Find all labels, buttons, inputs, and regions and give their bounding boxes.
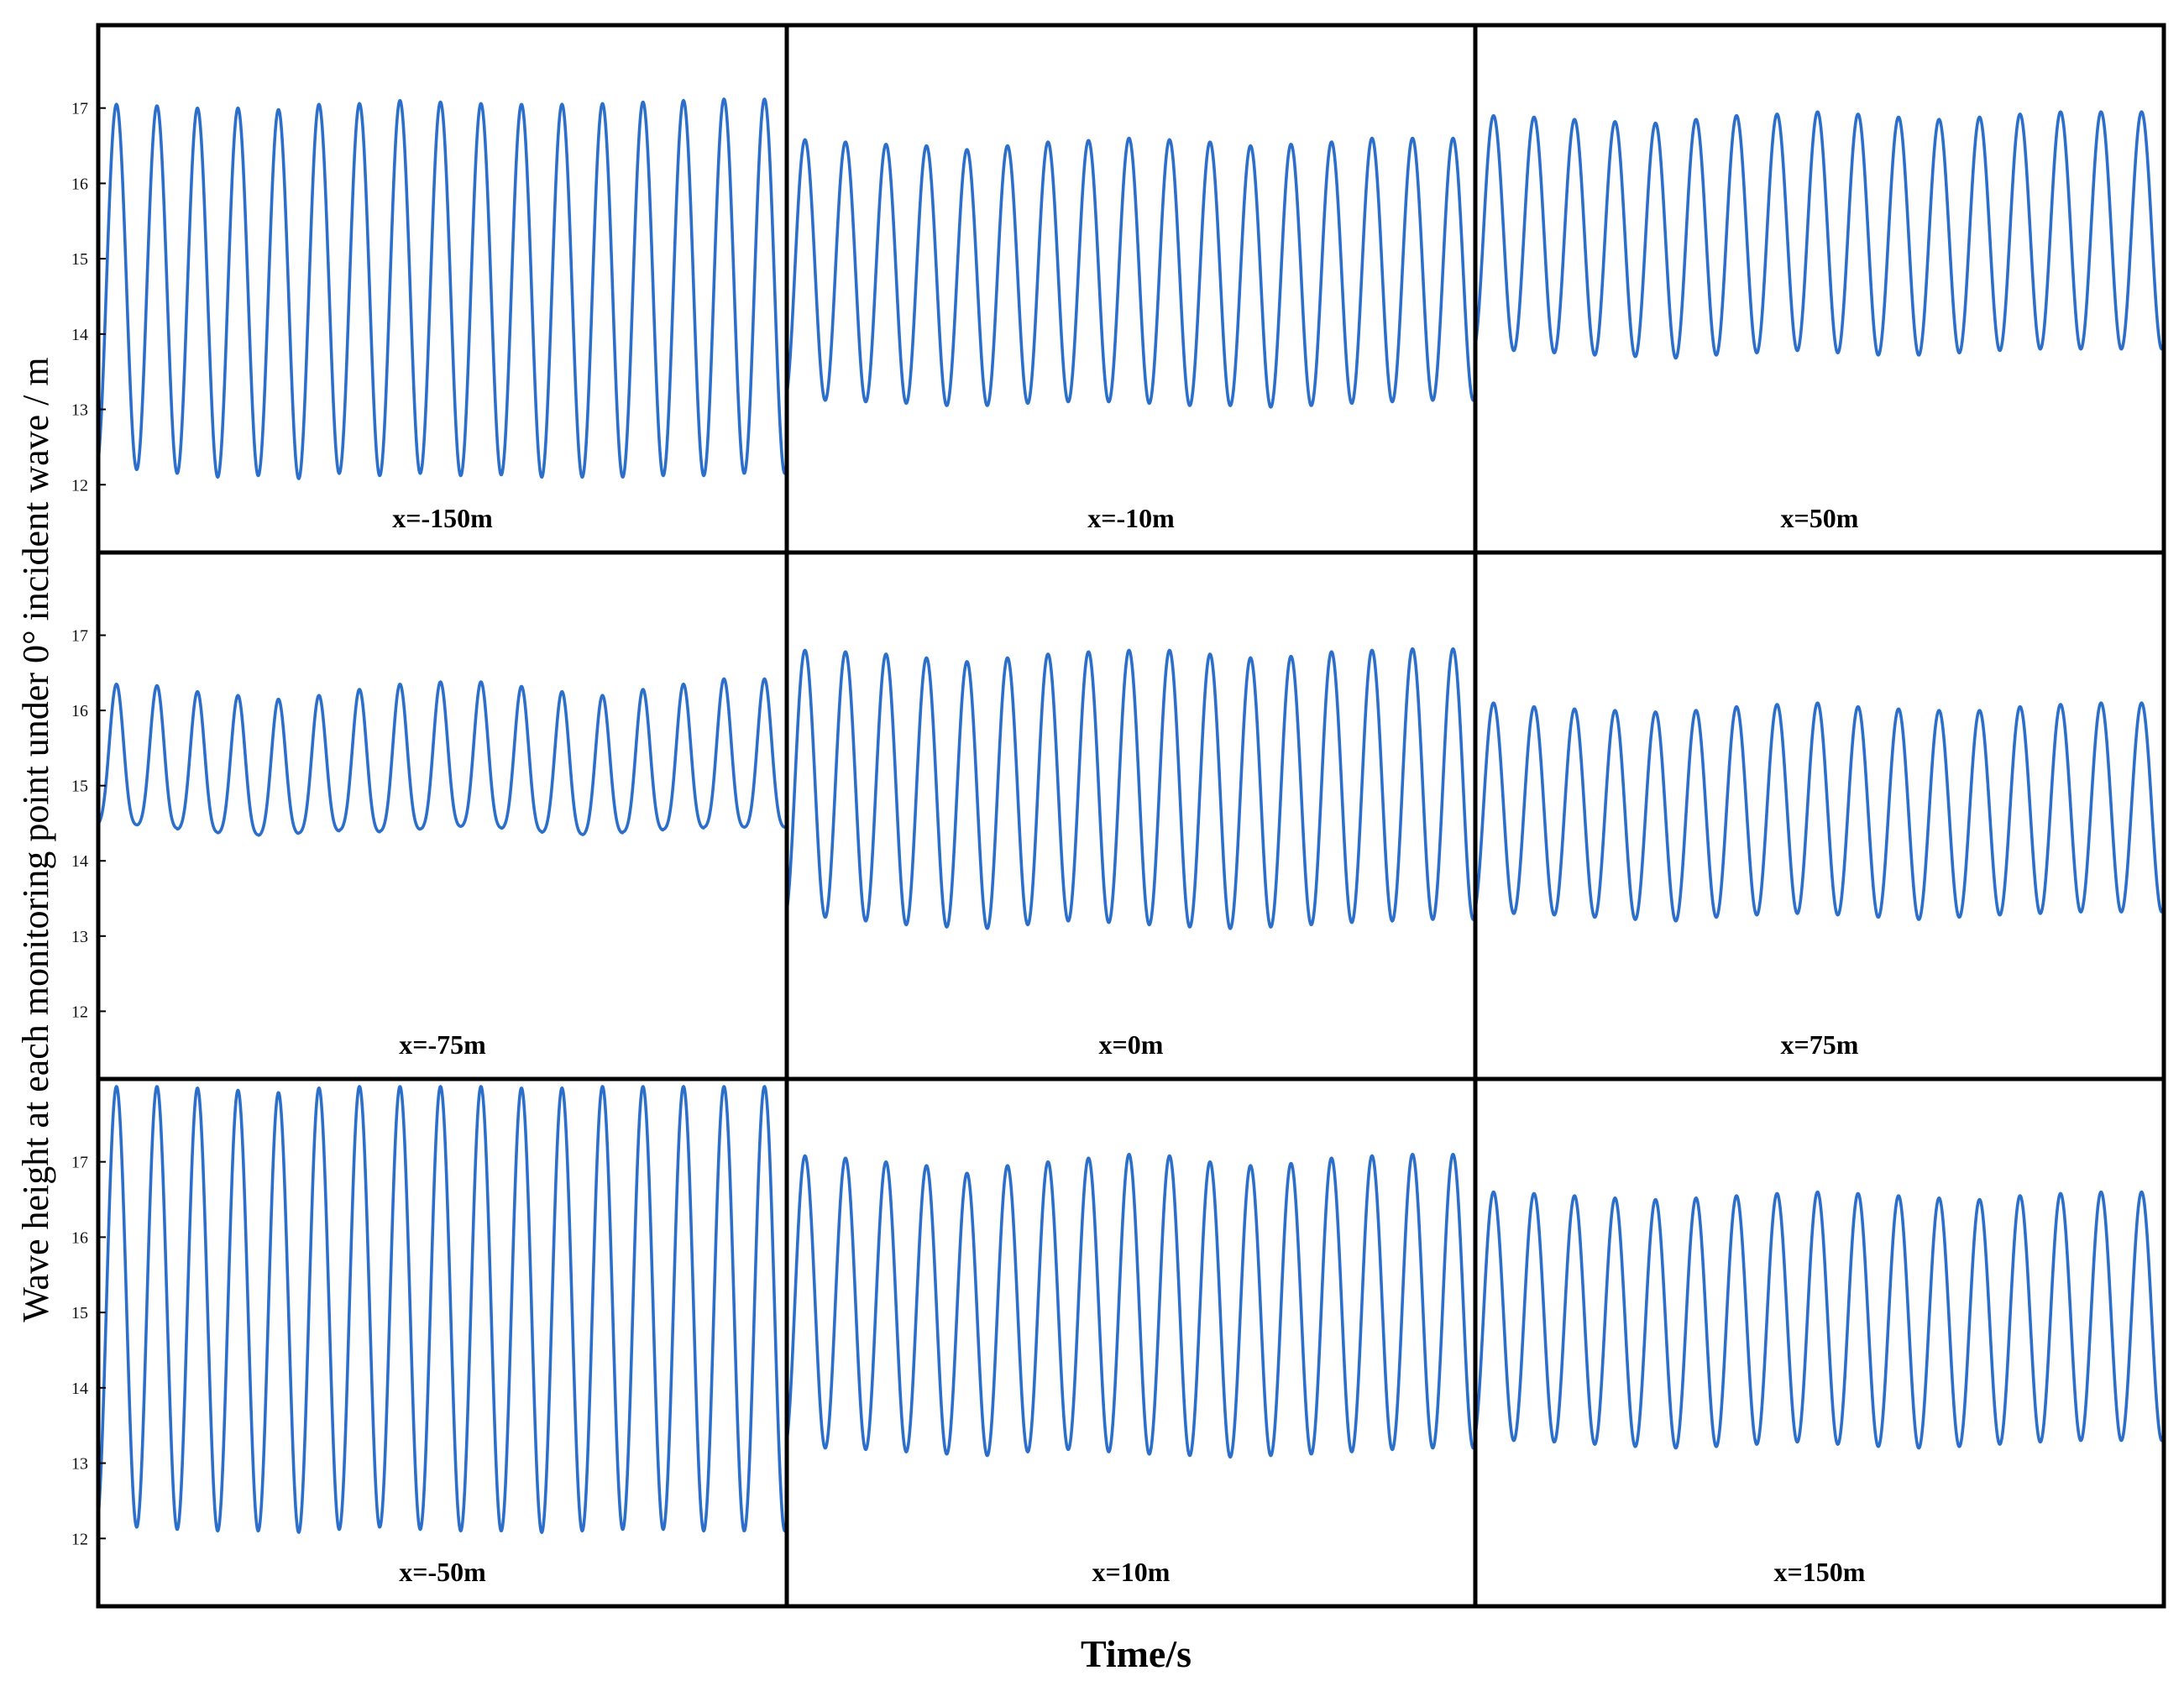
panel: x=-10m	[784, 23, 1478, 555]
y-tick-label: 13	[71, 1455, 88, 1474]
panel-grid: 12 13 14 15 16 17 x=-150m x=-10m x=50m 12 13 14 15 16…	[71, 23, 2166, 1609]
panel-label: x=-150m	[392, 503, 493, 533]
y-tick-label: 13	[71, 401, 88, 420]
panel-label: x=-10m	[1087, 503, 1175, 533]
y-tick-label: 16	[71, 175, 88, 193]
y-tick-label: 17	[71, 100, 88, 118]
wave-series-line	[98, 1085, 787, 1534]
panel-label: x=75m	[1781, 1029, 1859, 1060]
y-tick-label: 12	[71, 1530, 88, 1548]
wave-series-line	[98, 97, 787, 480]
y-tick-label: 12	[71, 1003, 88, 1021]
panel: x=75m	[1473, 550, 2166, 1081]
panel-label: x=150m	[1774, 1557, 1866, 1587]
y-tick-label: 17	[71, 627, 88, 646]
panel-frame	[1473, 23, 2166, 555]
panel: x=10m	[784, 1076, 1478, 1609]
panel: x=50m	[1473, 23, 2166, 555]
y-axis-title: Wave height at each monitoring point und…	[15, 357, 56, 1322]
panel-label: x=-50m	[399, 1557, 486, 1587]
y-tick-label: 14	[71, 852, 88, 871]
panel-frame	[96, 550, 789, 1081]
panel: 12 13 14 15 16 17 x=-75m	[71, 550, 789, 1081]
wave-series-line	[1475, 701, 2164, 923]
panel: 12 13 14 15 16 17 x=-150m	[71, 23, 789, 555]
y-tick-label: 13	[71, 928, 88, 946]
panel-frame	[1473, 1076, 2166, 1609]
panel-frame	[784, 550, 1478, 1081]
wave-series-line	[1475, 1190, 2164, 1450]
wave-series-line	[98, 677, 787, 837]
wave-series-line	[1475, 110, 2164, 360]
y-tick-label: 12	[71, 476, 88, 495]
panel-label: x=50m	[1781, 503, 1859, 533]
y-tick-label: 14	[71, 1380, 88, 1398]
y-tick-label: 17	[71, 1154, 88, 1172]
x-axis-title: Time/s	[1081, 1632, 1192, 1675]
panel: 12 13 14 15 16 17 x=-50m	[71, 1076, 789, 1609]
y-tick-label: 16	[71, 702, 88, 720]
y-tick-label: 16	[71, 1228, 88, 1247]
wave-series-line	[787, 647, 1475, 930]
y-tick-label: 15	[71, 250, 88, 269]
panel-frame	[784, 23, 1478, 555]
panel-frame	[1473, 550, 2166, 1081]
y-tick-label: 15	[71, 778, 88, 796]
panel: x=150m	[1473, 1076, 2166, 1609]
panel-label: x=0m	[1099, 1029, 1164, 1060]
panel: x=0m	[784, 550, 1478, 1081]
wave-series-line	[787, 136, 1475, 409]
wave-series-line	[787, 1152, 1475, 1459]
panel-label: x=-75m	[399, 1029, 486, 1060]
panel-label: x=10m	[1092, 1557, 1171, 1587]
y-tick-label: 15	[71, 1304, 88, 1322]
y-tick-label: 14	[71, 326, 88, 344]
